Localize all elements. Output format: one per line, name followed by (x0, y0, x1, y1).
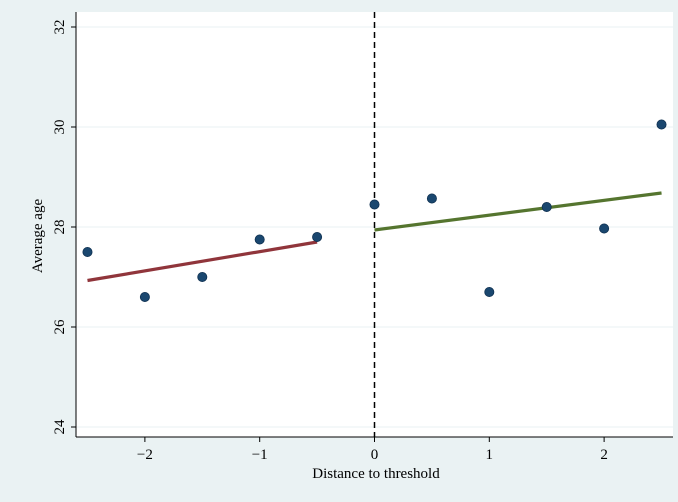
data-point (139, 291, 150, 302)
y-tick-label: 32 (52, 20, 68, 35)
data-point (656, 119, 667, 130)
x-axis-title: Distance to threshold (312, 466, 440, 482)
x-tick-label: 0 (371, 447, 379, 463)
x-tick-label: 1 (486, 447, 494, 463)
y-tick-label: 28 (52, 220, 68, 235)
plot-area: 24 26 28 30 32 −2 −1 0 1 2 (52, 12, 673, 463)
y-tick-label: 26 (52, 319, 68, 335)
fit-line-right (374, 191, 662, 232)
x-tick-label: −2 (137, 447, 153, 463)
y-tick-label: 30 (52, 120, 68, 135)
data-point (254, 234, 265, 245)
x-tick-label: 2 (600, 447, 608, 463)
data-point (197, 271, 208, 282)
data-point (312, 231, 323, 242)
y-tick-label: 24 (52, 419, 68, 435)
data-point (82, 246, 93, 257)
data-point (484, 286, 495, 297)
fit-line-left (87, 240, 318, 283)
y-axis-title: Average age (30, 199, 46, 274)
data-point (541, 201, 552, 212)
data-point (599, 223, 610, 234)
data-point (426, 193, 437, 204)
x-tick-label: −1 (252, 447, 268, 463)
data-point (369, 199, 380, 210)
